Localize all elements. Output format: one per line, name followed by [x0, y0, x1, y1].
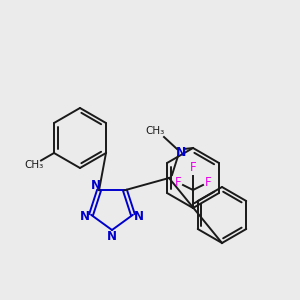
Text: F: F — [190, 161, 196, 174]
Text: N: N — [80, 210, 90, 223]
Text: F: F — [175, 176, 181, 190]
Text: F: F — [205, 176, 211, 190]
Text: N: N — [107, 230, 117, 242]
Text: CH₃: CH₃ — [146, 126, 165, 136]
Text: CH₃: CH₃ — [25, 160, 44, 170]
Text: N: N — [176, 146, 186, 158]
Text: N: N — [91, 179, 100, 192]
Text: N: N — [134, 210, 144, 223]
